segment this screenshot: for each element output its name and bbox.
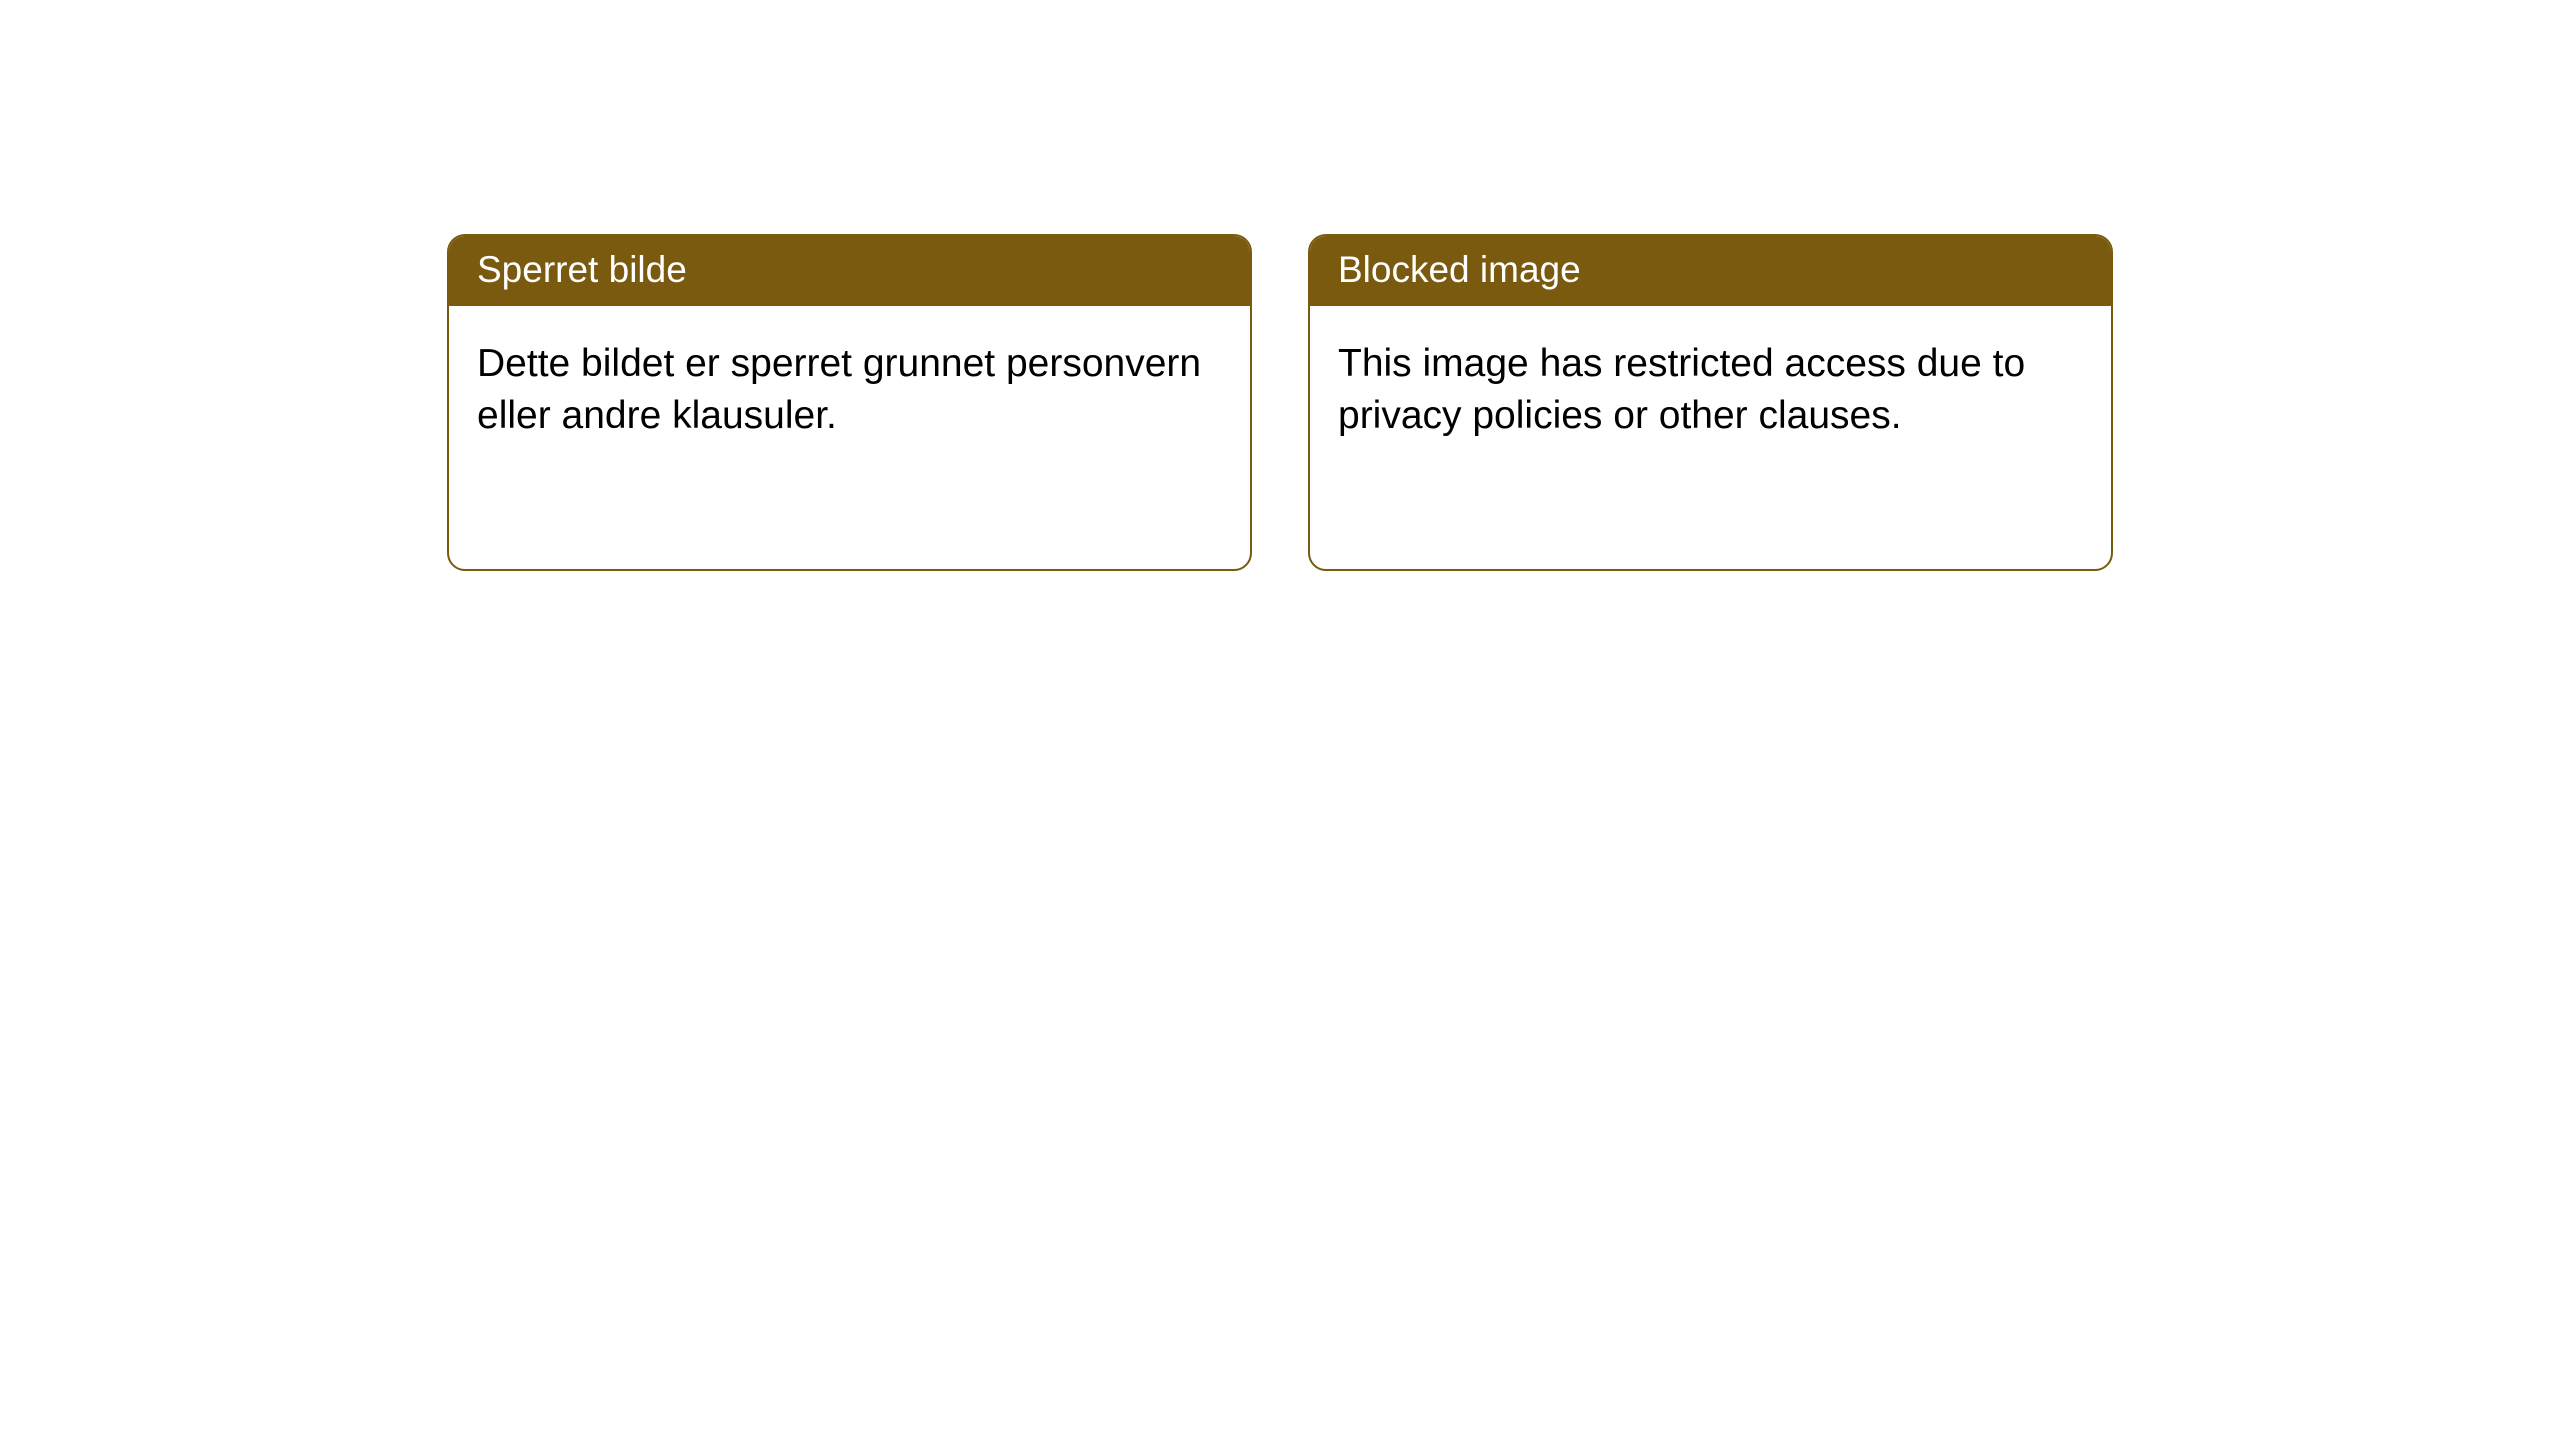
card-title: Sperret bilde: [477, 249, 687, 290]
notice-card-english: Blocked image This image has restricted …: [1308, 234, 2113, 571]
card-body-text: Dette bildet er sperret grunnet personve…: [477, 342, 1201, 437]
notice-card-norwegian: Sperret bilde Dette bildet er sperret gr…: [447, 234, 1252, 571]
card-header: Blocked image: [1310, 236, 2111, 306]
card-header: Sperret bilde: [449, 236, 1250, 306]
card-title: Blocked image: [1338, 249, 1581, 290]
card-body: This image has restricted access due to …: [1310, 306, 2111, 569]
notice-container: Sperret bilde Dette bildet er sperret gr…: [447, 234, 2113, 571]
card-body-text: This image has restricted access due to …: [1338, 342, 2025, 437]
card-body: Dette bildet er sperret grunnet personve…: [449, 306, 1250, 569]
